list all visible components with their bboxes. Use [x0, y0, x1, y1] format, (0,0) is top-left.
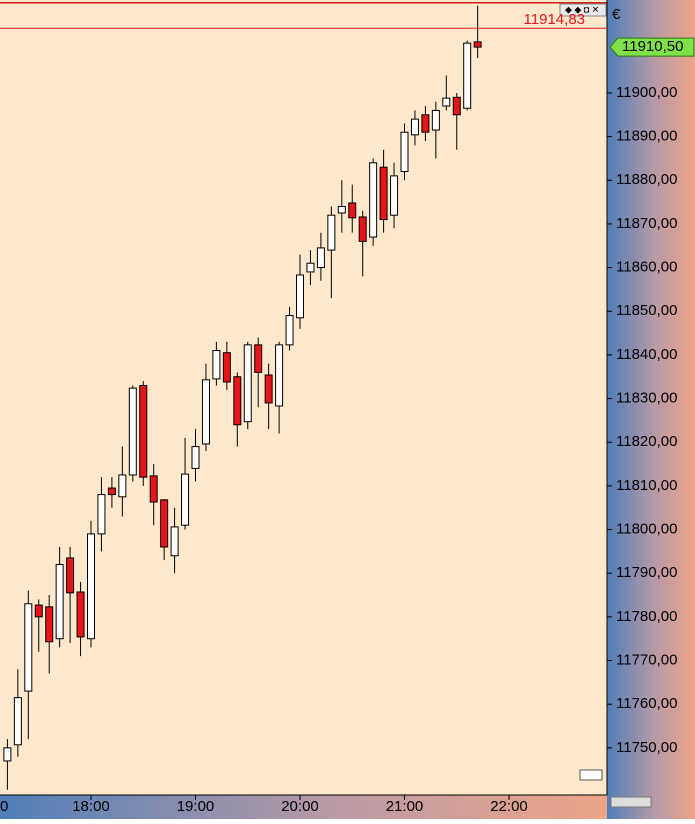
- candle-body: [254, 344, 263, 373]
- y-tick-label: 11820,00: [616, 433, 677, 450]
- y-tick-label: 11830,00: [616, 390, 677, 407]
- window-buttons[interactable]: ◆ ◆ ◘ ✕: [559, 3, 607, 17]
- candle-body: [369, 162, 378, 238]
- y-tick-label: 11870,00: [616, 215, 677, 232]
- candle-body: [285, 315, 294, 346]
- candle-body: [97, 494, 106, 535]
- y-tick-label: 11760,00: [616, 695, 677, 712]
- x-axis-panel: [0, 795, 607, 819]
- candle-body: [201, 379, 210, 445]
- y-tick-label: 11900,00: [616, 84, 677, 101]
- x-tick-label: 0: [0, 798, 8, 815]
- candle-body: [149, 475, 158, 503]
- candle-body: [87, 533, 95, 640]
- candle-body: [348, 202, 357, 219]
- candle-body: [431, 109, 440, 131]
- candle-body: [181, 473, 190, 526]
- x-tick-label: 21:00: [386, 798, 424, 815]
- y-tick-label: 11840,00: [616, 346, 677, 363]
- candle-body: [379, 166, 388, 221]
- candle-body: [390, 175, 399, 216]
- x-tick-label: 18:00: [72, 798, 110, 815]
- last-price-box: [609, 37, 695, 57]
- candle-body: [170, 526, 179, 557]
- last-price-label: 11910,50: [622, 38, 683, 55]
- candle-body: [191, 446, 200, 469]
- candle-body: [410, 118, 419, 136]
- candle-body: [160, 499, 169, 548]
- candle-body: [76, 591, 85, 638]
- plot-top-border: [0, 2, 607, 4]
- y-tick-label: 11810,00: [616, 477, 677, 494]
- reference-label: 11914,83: [524, 11, 585, 28]
- plot-bg: [0, 0, 607, 795]
- y-tick-label: 11750,00: [616, 739, 677, 756]
- x-tick-label: 19:00: [177, 798, 215, 815]
- y-tick-label: 11770,00: [616, 651, 677, 668]
- candle-body: [337, 205, 346, 214]
- candle-body: [233, 376, 242, 426]
- candle-body: [275, 344, 284, 407]
- y-tick-label: 11890,00: [616, 128, 677, 145]
- candle-body: [296, 274, 304, 319]
- y-tick-label: 11860,00: [616, 259, 677, 276]
- candle-body: [442, 97, 451, 107]
- candle-body: [24, 603, 33, 692]
- y-tick-label: 11880,00: [616, 171, 677, 188]
- x-tick-label: 22:00: [490, 798, 528, 815]
- candle-body: [421, 114, 430, 133]
- candle-body: [3, 747, 12, 762]
- candle-body: [243, 344, 252, 423]
- scroll-button[interactable]: [579, 769, 603, 781]
- candle-body: [13, 697, 22, 746]
- y-tick-label: 11790,00: [616, 564, 677, 581]
- y-axis-panel: [607, 0, 695, 819]
- candle-body: [358, 216, 367, 242]
- currency: €: [612, 6, 621, 23]
- candle-body: [128, 387, 137, 476]
- candle-body: [400, 131, 409, 173]
- candle-body: [264, 374, 273, 404]
- candle-body: [306, 262, 315, 273]
- y-tick-label: 11850,00: [616, 302, 677, 319]
- candle-body: [107, 487, 116, 496]
- candle-body: [118, 474, 127, 498]
- candle-body: [212, 350, 221, 380]
- candle-body: [66, 557, 75, 594]
- window-button[interactable]: ◆ ◆ ◘ ✕: [565, 4, 599, 14]
- window-buttons-bg[interactable]: [559, 3, 607, 17]
- candle-body: [473, 41, 482, 48]
- candle-body: [222, 352, 231, 383]
- x-tick-label: 20:00: [281, 798, 319, 815]
- zoom-buttons[interactable]: [610, 796, 652, 808]
- y-tick-label: 11780,00: [616, 608, 677, 625]
- y-tick-label: 11800,00: [616, 521, 677, 538]
- candle-body: [34, 604, 43, 618]
- candle-body: [327, 214, 336, 251]
- candle-body: [452, 96, 461, 116]
- candle-body: [316, 247, 325, 269]
- candle-body: [139, 384, 148, 478]
- candle-body: [55, 563, 64, 640]
- candle-body: [45, 606, 54, 643]
- candle-body: [463, 42, 472, 109]
